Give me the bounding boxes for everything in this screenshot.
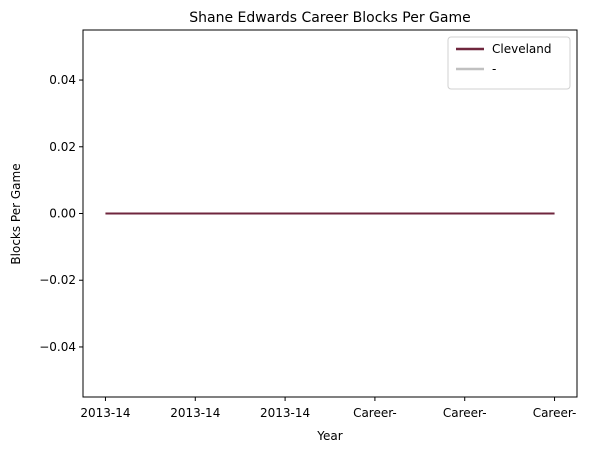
x-tick-label: 2013-14 bbox=[260, 406, 310, 420]
y-axis-label: Blocks Per Game bbox=[9, 163, 23, 264]
y-tick-label: −0.02 bbox=[39, 273, 76, 287]
legend-label: Cleveland bbox=[492, 42, 552, 56]
y-tick-label: −0.04 bbox=[39, 340, 76, 354]
x-tick-label: Career- bbox=[443, 406, 487, 420]
plot-frame bbox=[82, 29, 578, 398]
x-tick-label: Career- bbox=[353, 406, 397, 420]
chart-title: Shane Edwards Career Blocks Per Game bbox=[189, 10, 470, 26]
legend-label: - bbox=[492, 62, 496, 76]
x-tick-label: 2013-14 bbox=[170, 406, 220, 420]
y-tick-label: 0.00 bbox=[49, 207, 76, 221]
x-axis-label: Year bbox=[316, 429, 342, 443]
x-tick-label: Career- bbox=[533, 406, 577, 420]
x-tick-label: 2013-14 bbox=[80, 406, 130, 420]
y-tick-label: 0.04 bbox=[49, 73, 76, 87]
y-tick-label: 0.02 bbox=[49, 140, 76, 154]
